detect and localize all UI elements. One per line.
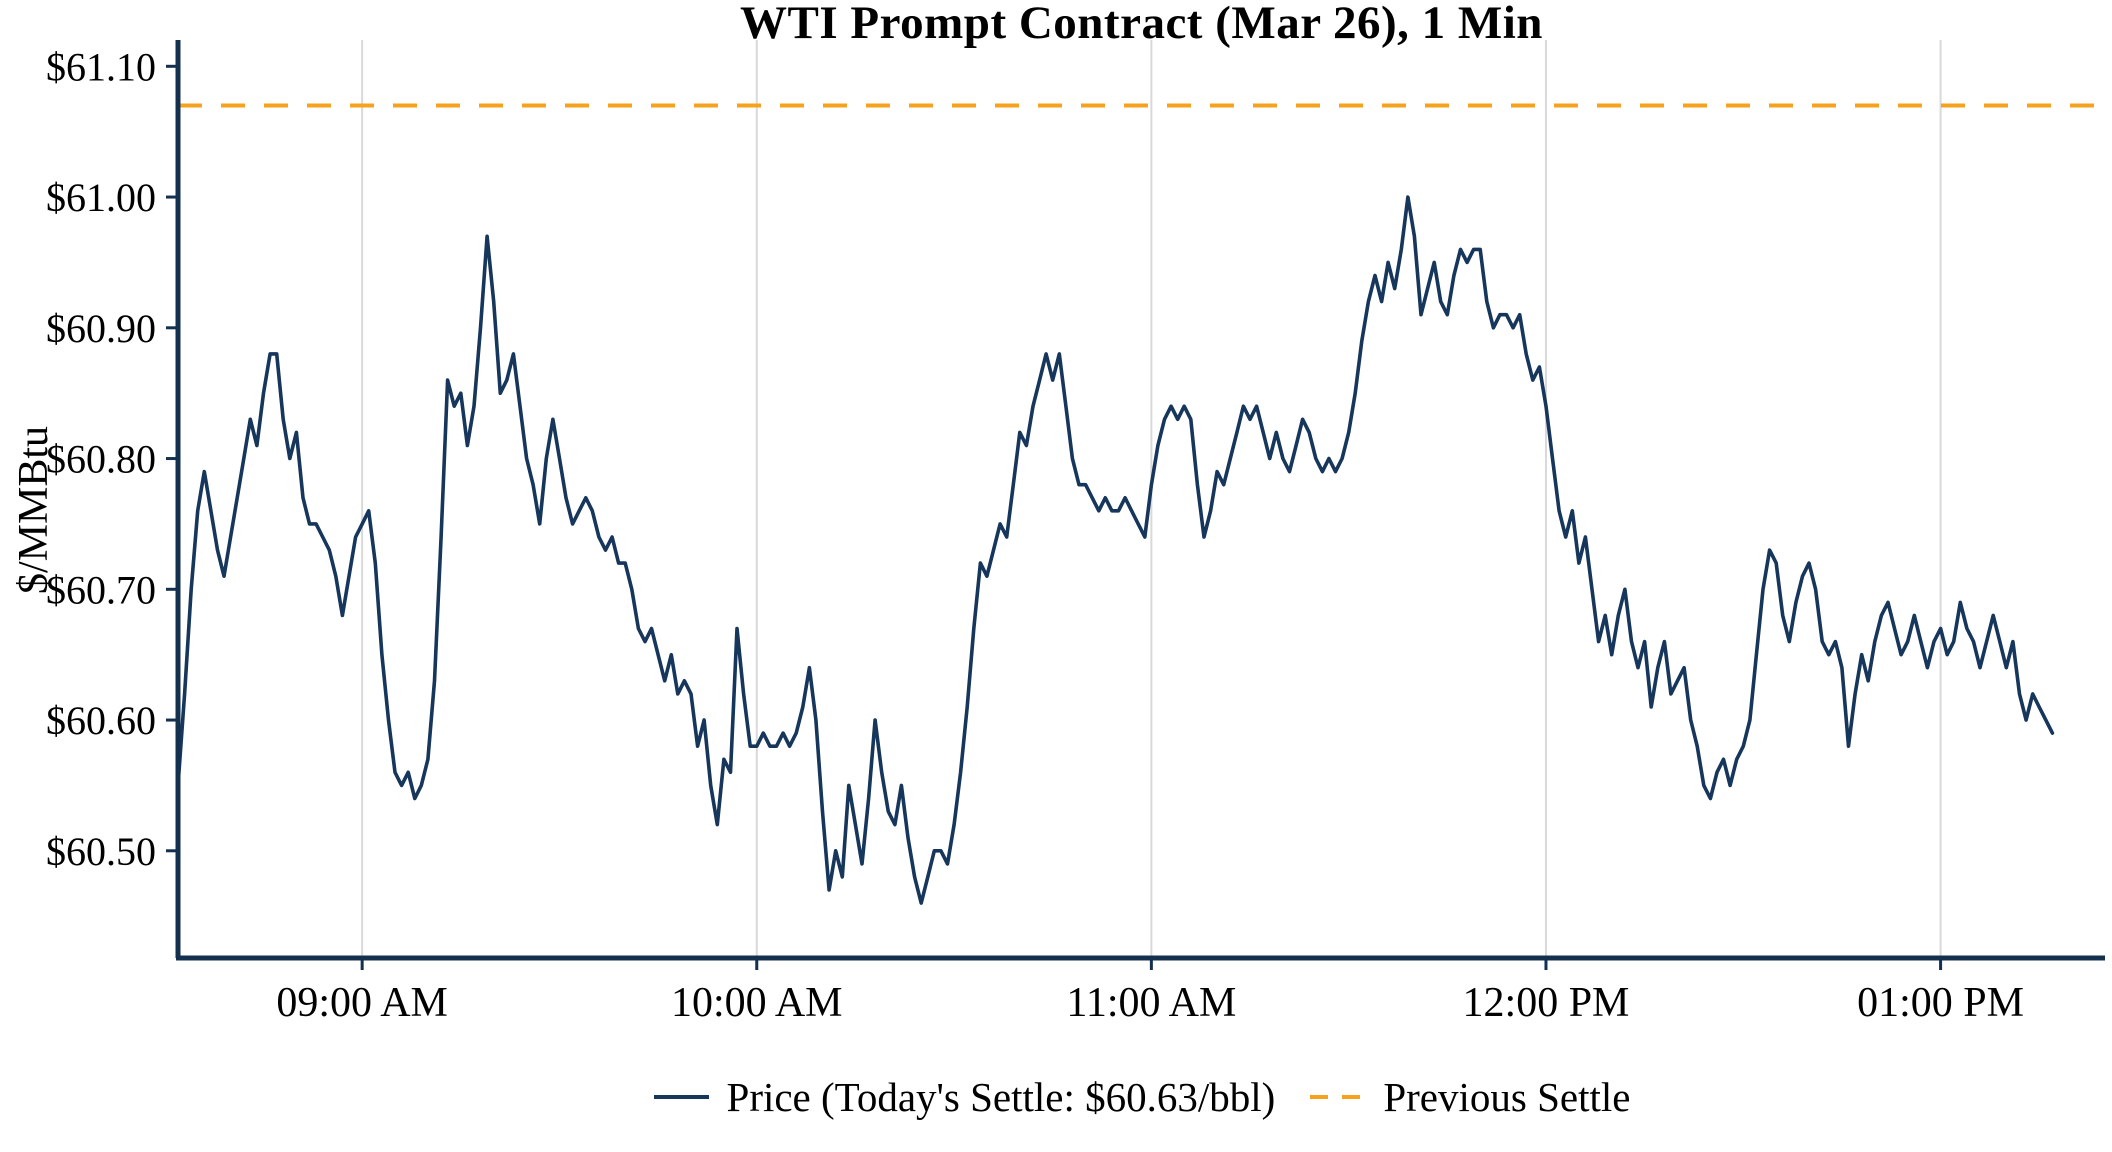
x-tick-label: 11:00 AM bbox=[1066, 980, 1236, 1026]
y-tick-label: $61.10 bbox=[46, 44, 156, 89]
y-tick-label: $60.70 bbox=[46, 567, 156, 612]
plot-area: $61.10 $61.00 $60.90 $60.80 $60.70 $60.60 $60.… bbox=[46, 40, 2105, 1026]
previous-settle-key-icon bbox=[1310, 1095, 1366, 1099]
price-line-key-icon bbox=[653, 1095, 709, 1099]
y-tick-label: $61.00 bbox=[46, 175, 156, 220]
y-tick-label: $60.60 bbox=[46, 698, 156, 743]
legend-item-previous-settle: Previous Settle bbox=[1309, 1073, 1630, 1121]
x-tick-label: 12:00 PM bbox=[1463, 980, 1630, 1026]
legend-label-price: Price (Today's Settle: $60.63/bbl) bbox=[726, 1074, 1276, 1120]
x-tick-label: 10:00 AM bbox=[671, 980, 843, 1026]
y-tick-label: $60.90 bbox=[46, 306, 156, 351]
price-line bbox=[176, 195, 2055, 905]
legend-item-price: Price (Today's Settle: $60.63/bbl) bbox=[653, 1073, 1276, 1121]
legend-label-previous-settle: Previous Settle bbox=[1383, 1074, 1631, 1120]
y-tick-label: $60.50 bbox=[46, 829, 156, 874]
x-tick-label: 01:00 PM bbox=[1857, 980, 2024, 1026]
y-tick-label: $60.80 bbox=[46, 437, 156, 482]
x-tick-label: 09:00 AM bbox=[276, 980, 448, 1026]
legend: Price (Today's Settle: $60.63/bbl) Previ… bbox=[178, 1062, 2105, 1132]
chart-title: WTI Prompt Contract (Mar 26), 1 Min bbox=[740, 0, 1543, 49]
